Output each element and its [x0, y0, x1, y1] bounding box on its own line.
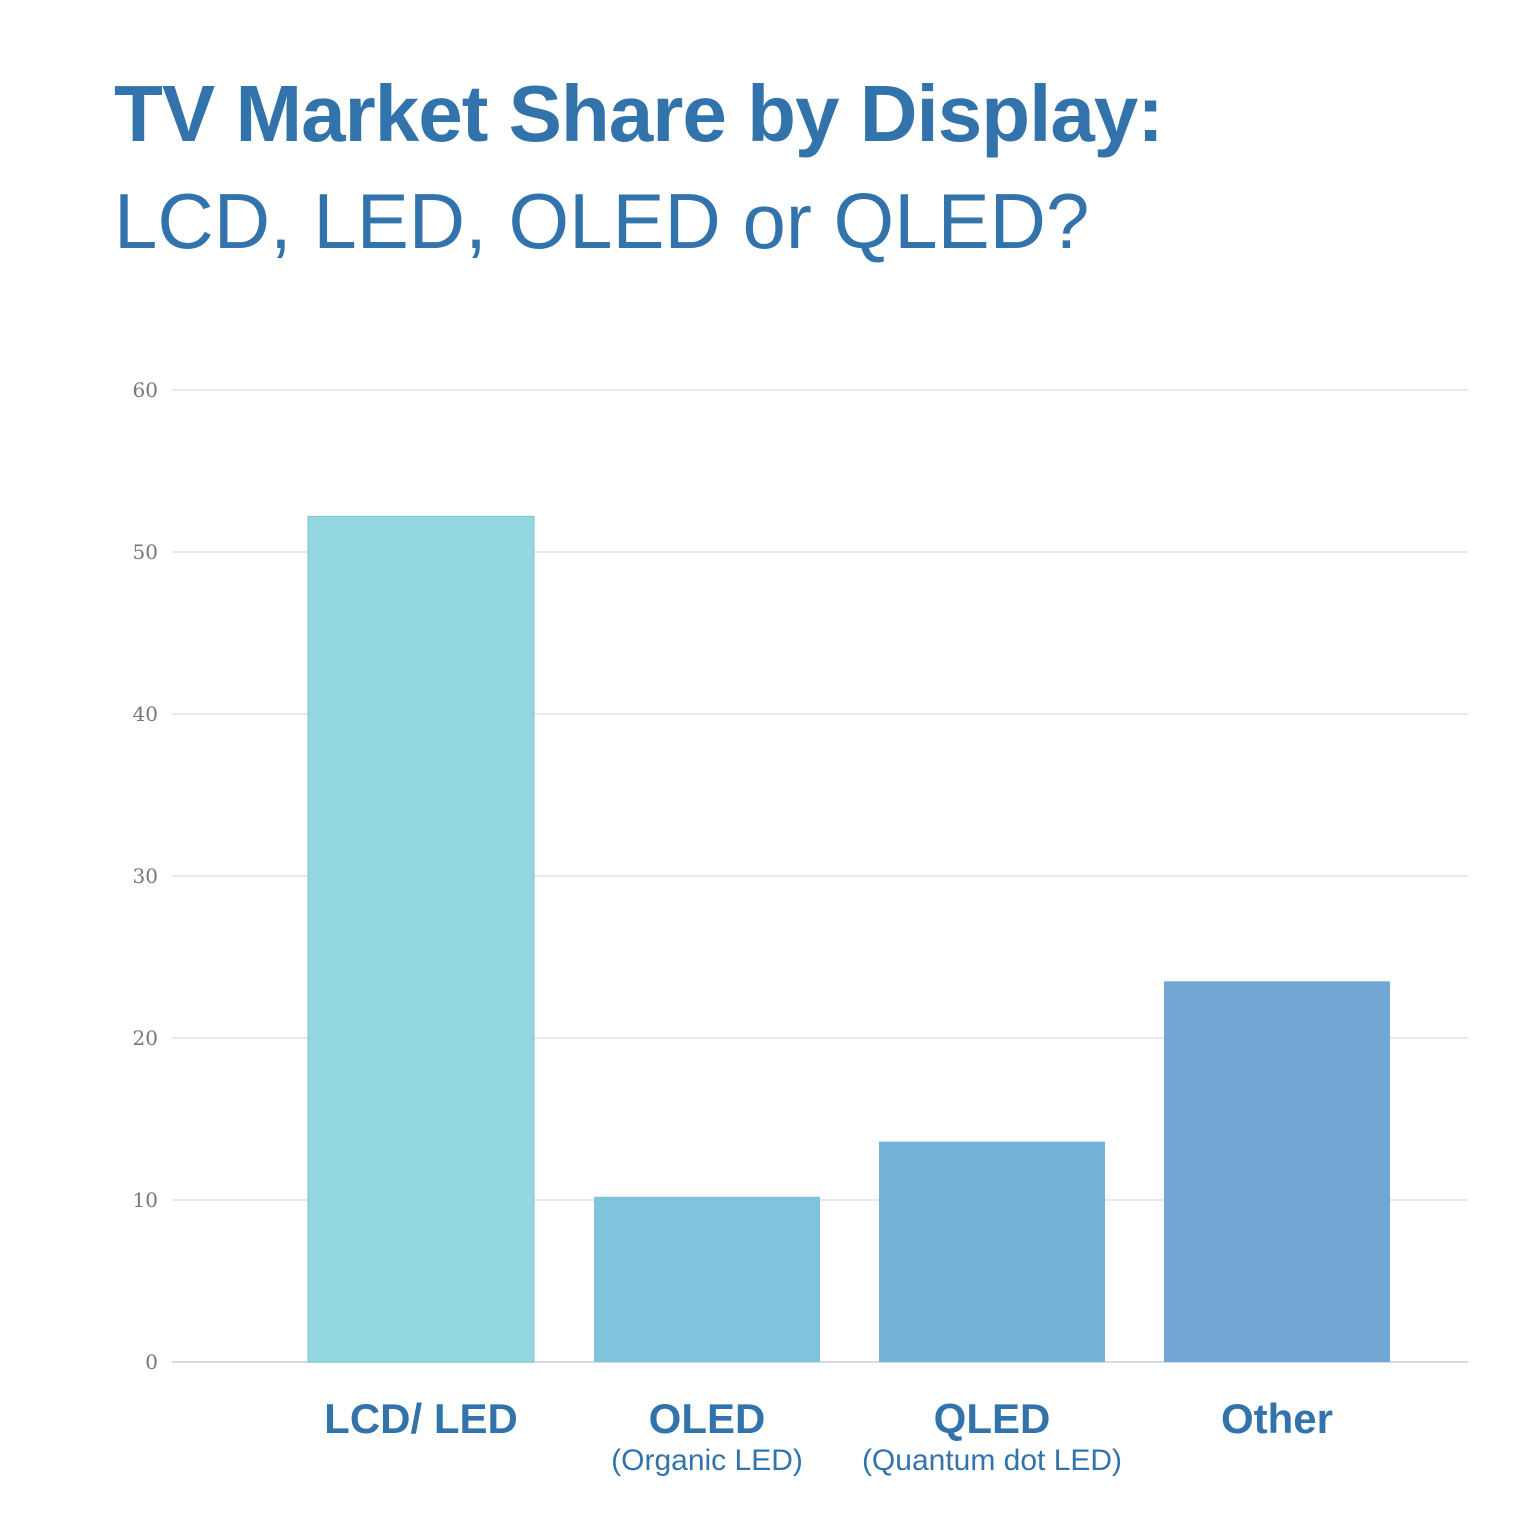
x-category-sublabel: (Quantum dot LED) — [862, 1444, 1122, 1477]
x-category-sublabel: (Organic LED) — [611, 1444, 803, 1477]
y-tick-label: 30 — [133, 864, 158, 888]
x-category-label: Other — [1221, 1395, 1333, 1442]
chart-subtitle: LCD, LED, OLED or QLED? — [114, 177, 1090, 265]
y-tick-label: 60 — [133, 378, 158, 402]
bar-qled — [879, 1141, 1105, 1362]
x-category-label: LCD/ LED — [324, 1395, 518, 1442]
chart-title: TV Market Share by Display: — [114, 69, 1164, 158]
bar-lcdled — [307, 515, 535, 1363]
x-category-label: QLED — [934, 1395, 1051, 1442]
y-tick-label: 0 — [145, 1350, 158, 1374]
bar-oled — [594, 1196, 820, 1362]
y-tick-label: 50 — [133, 540, 158, 564]
y-tick-label: 20 — [133, 1026, 158, 1050]
x-category-label: OLED — [649, 1395, 766, 1442]
y-tick-label: 10 — [133, 1188, 158, 1212]
y-tick-label: 40 — [133, 702, 158, 726]
bar-other — [1164, 981, 1390, 1362]
